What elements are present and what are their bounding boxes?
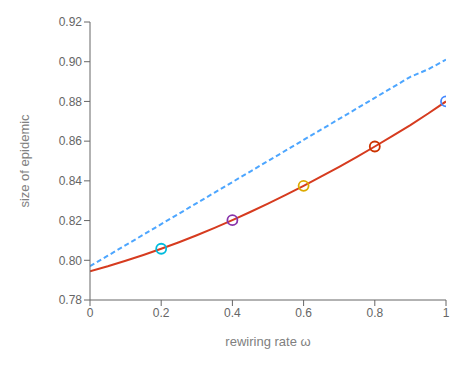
svg-text:0.84: 0.84 — [59, 174, 83, 188]
svg-text:0.86: 0.86 — [59, 134, 83, 148]
svg-text:0: 0 — [87, 306, 94, 320]
svg-text:0.92: 0.92 — [59, 15, 83, 29]
svg-text:0.88: 0.88 — [59, 95, 83, 109]
svg-text:size of epidemic: size of epidemic — [17, 114, 32, 208]
svg-text:1: 1 — [443, 306, 450, 320]
svg-text:0.78: 0.78 — [59, 293, 83, 307]
svg-text:0.8: 0.8 — [366, 306, 383, 320]
svg-text:0.4: 0.4 — [224, 306, 241, 320]
svg-text:0.90: 0.90 — [59, 55, 83, 69]
svg-text:rewiring rate ω: rewiring rate ω — [225, 334, 310, 349]
svg-text:0.6: 0.6 — [295, 306, 312, 320]
svg-text:0.82: 0.82 — [59, 214, 83, 228]
svg-text:0.2: 0.2 — [153, 306, 170, 320]
svg-text:0.80: 0.80 — [59, 254, 83, 268]
